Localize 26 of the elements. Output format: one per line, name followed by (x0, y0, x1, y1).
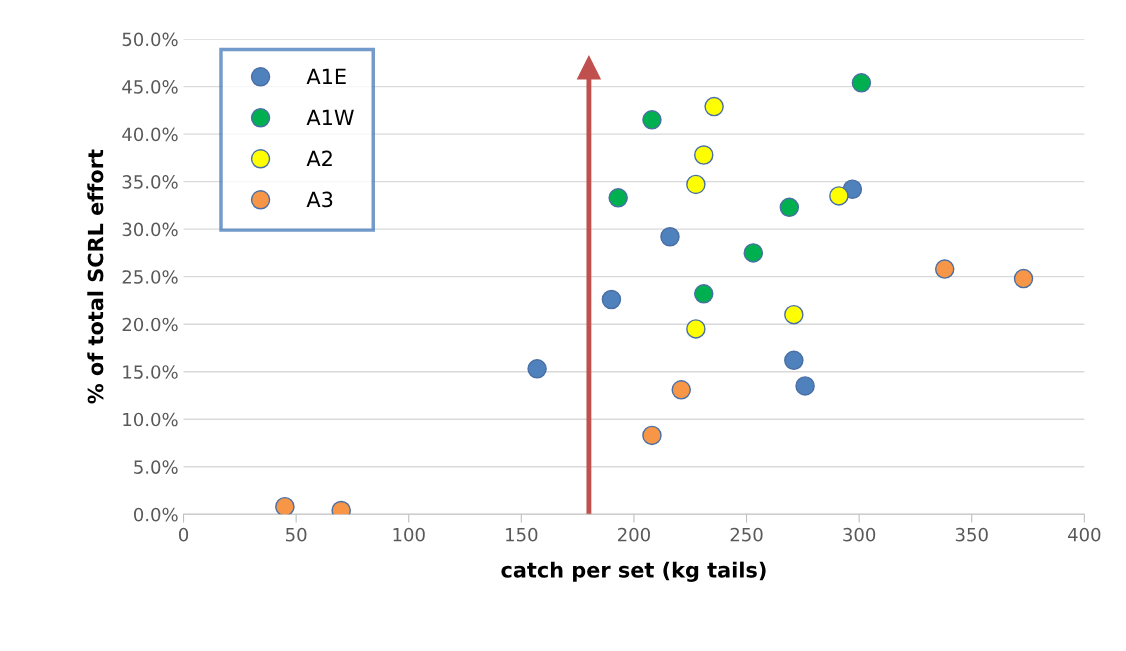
x-tick-label: 250 (730, 527, 763, 542)
x-tick-label: 50 (286, 527, 307, 542)
y-tick-label: 15.0% (123, 365, 178, 379)
x-axis-title: catch per set (kg tails) (501, 561, 766, 582)
x-tick-label: 150 (506, 527, 538, 542)
x-tick-label: 350 (955, 527, 988, 542)
y-tick-label: 30.0% (122, 222, 178, 237)
y-tick-label: 0.0% (134, 507, 178, 522)
y-tick-label: 40.0% (122, 127, 178, 142)
y-axis-title: % of total SCRL effort (87, 149, 104, 404)
x-tick-label: 0 (178, 527, 189, 542)
x-tick-label: 200 (618, 527, 650, 542)
legend-label: A2 (306, 150, 332, 167)
x-tick-label: 400 (1067, 527, 1101, 542)
legend-label: A1E (306, 68, 346, 85)
y-tick-label: 20.0% (122, 317, 178, 332)
y-tick-label: 5.0% (134, 460, 178, 474)
legend-label: A3 (306, 191, 333, 208)
x-tick-label: 100 (393, 527, 425, 542)
y-tick-label: 50.0% (122, 32, 178, 47)
y-tick-label: 35.0% (122, 175, 178, 189)
x-tick-label: 300 (843, 527, 876, 542)
legend-label: A1W (306, 109, 354, 126)
y-tick-label: 45.0% (122, 80, 178, 94)
y-tick-label: 25.0% (122, 270, 178, 284)
y-tick-label: 10.0% (123, 412, 178, 427)
